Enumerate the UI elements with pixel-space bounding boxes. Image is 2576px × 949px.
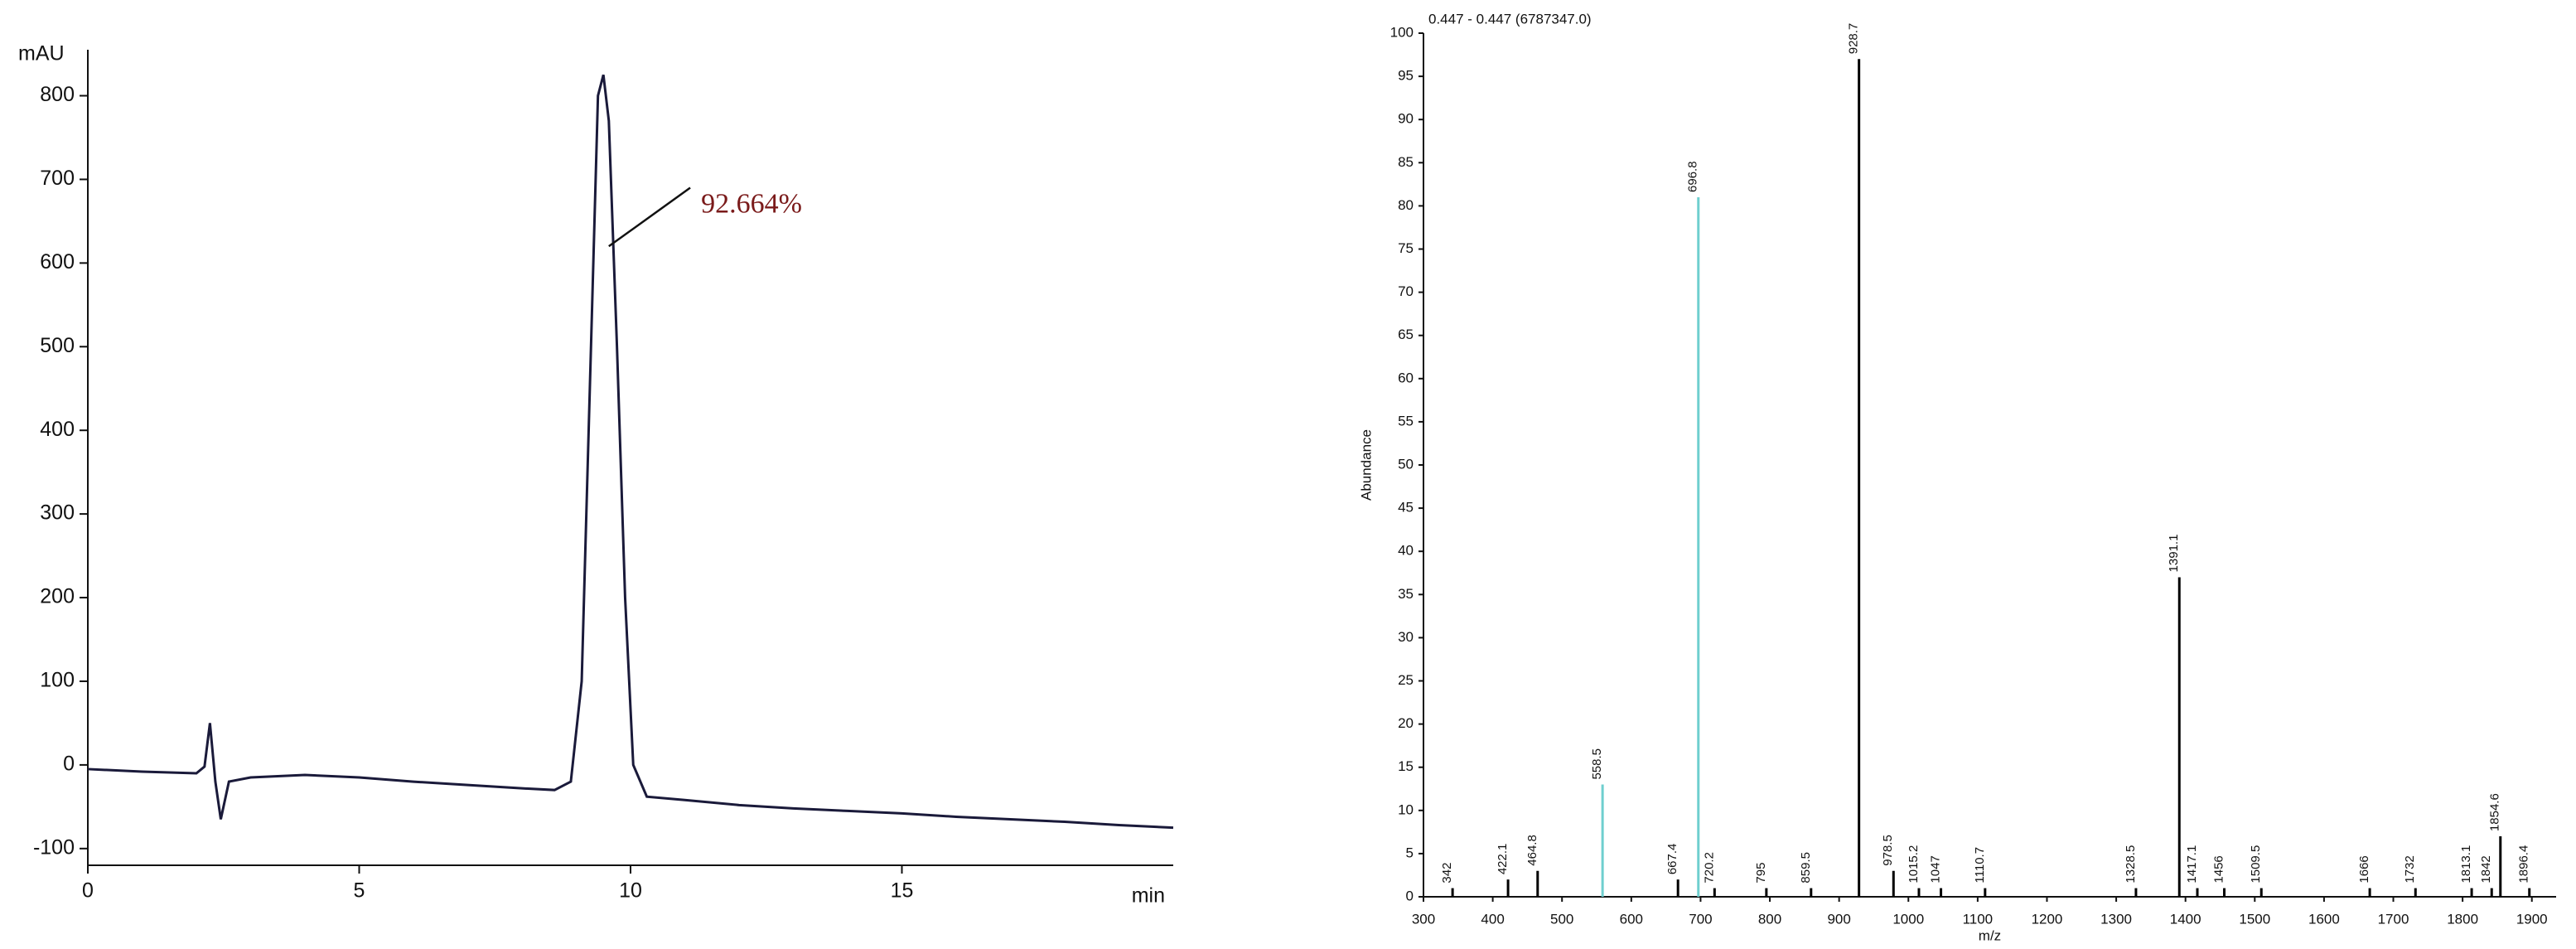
y-tick-label: 800	[40, 83, 75, 106]
y-tick-label: 100	[1390, 24, 1414, 40]
peak-label: 720.2	[1702, 852, 1716, 884]
y-tick-label: 0	[1406, 888, 1414, 903]
x-tick-label: 1100	[1963, 911, 1994, 927]
x-tick-label: 1200	[2032, 911, 2063, 927]
peak-label: 795	[1754, 863, 1768, 884]
y-tick-label: 25	[1398, 672, 1414, 688]
mass-spectrum: 0 5 10 15 20 25 30 35 40 45 50 55 60 65 70 75 80 85 90 95 10…	[1358, 11, 2556, 943]
x-axis-label: min	[1132, 884, 1165, 908]
x-tick-label: 15	[891, 879, 914, 903]
x-tick-label: 600	[1620, 911, 1643, 927]
x-tick-label: 1600	[2308, 911, 2340, 927]
peak-label: 696.8	[1686, 161, 1700, 192]
peak-label: 1456	[2211, 855, 2226, 883]
annotation: 92.664%	[701, 189, 802, 220]
y-tick-label: 95	[1398, 68, 1414, 84]
y-tick-label: 300	[40, 501, 75, 525]
x-tick-label: 500	[1550, 911, 1573, 927]
peak-label: 1509.5	[2249, 845, 2263, 884]
y-tick-label: 20	[1398, 715, 1414, 731]
y-tick-label: 700	[40, 167, 75, 190]
y-tick-label: 85	[1398, 154, 1414, 170]
peak-label: 1854.6	[2488, 793, 2502, 831]
x-tick-label: 1500	[2239, 911, 2270, 927]
y-tick-label: 75	[1398, 240, 1414, 256]
x-tick-label: 1400	[2170, 911, 2201, 927]
x-tick-label: 10	[619, 879, 642, 903]
y-tick-label: 40	[1398, 543, 1414, 559]
peak-label: 978.5	[1881, 835, 1895, 866]
peak-label: 464.8	[1525, 835, 1539, 866]
y-tick-label: 5	[1406, 845, 1414, 860]
y-tick-label: 50	[1398, 456, 1414, 472]
chromatogram-line	[87, 74, 1174, 830]
chromatogram: -100 0 100 200 300 400 500 600 700 800 0 5 10 15 mAU mi…	[18, 42, 1174, 908]
y-tick-label: 200	[40, 585, 75, 608]
peak-label: 1813.1	[2459, 845, 2473, 884]
y-tick-label: 100	[40, 669, 75, 692]
y-tick-label: -100	[33, 835, 75, 859]
x-tick-label: 800	[1758, 911, 1781, 927]
x-tick-label: 1300	[2100, 911, 2132, 927]
peak-label: 1047	[1929, 855, 1943, 883]
peak-label: 1110.7	[1973, 847, 1987, 884]
y-tick-label: 30	[1398, 629, 1414, 645]
y-tick-label: 65	[1398, 327, 1414, 342]
peak-label: 1732	[2403, 855, 2417, 883]
annotation-leader	[608, 186, 691, 248]
x-tick-label: 700	[1689, 911, 1712, 927]
peak-label: 1328.5	[2124, 845, 2138, 884]
x-tick-label: 1700	[2378, 911, 2409, 927]
y-tick-label: 80	[1398, 197, 1414, 213]
peak-label: 859.5	[1799, 852, 1813, 884]
x-tick-label: 1800	[2447, 911, 2478, 927]
x-tick-label: 1900	[2516, 911, 2548, 927]
peak-label: 558.5	[1590, 748, 1604, 780]
y-tick-label: 10	[1398, 801, 1414, 817]
peak-label: 1666	[2357, 855, 2371, 883]
peak-label: 1015.2	[1907, 845, 1921, 884]
x-tick-label: 400	[1481, 911, 1504, 927]
y-tick-label: 35	[1398, 586, 1414, 602]
peak-label: 667.4	[1665, 844, 1679, 875]
peak-label: 342	[1440, 863, 1454, 884]
x-tick-label: 0	[82, 879, 94, 903]
y-tick-label: 500	[40, 334, 75, 357]
y-tick-label: 600	[40, 250, 75, 274]
x-tick-label: 900	[1827, 911, 1850, 927]
y-tick-label: 70	[1398, 283, 1414, 299]
x-tick-label: 300	[1412, 911, 1435, 927]
y-tick-label: 55	[1398, 413, 1414, 429]
peak-label: 928.7	[1847, 23, 1861, 55]
peak-label: 1896.4	[2517, 845, 2531, 884]
chart-title: 0.447 - 0.447 (6787347.0)	[1428, 11, 1592, 27]
y-axis-label: Abundance	[1358, 429, 1374, 501]
y-tick-label: 90	[1398, 111, 1414, 127]
y-tick-label: 15	[1398, 758, 1414, 774]
peak-label: 1417.1	[2185, 845, 2199, 884]
y-tick-label: 400	[40, 418, 75, 441]
peak-label: 422.1	[1496, 844, 1510, 875]
y-axis-label: mAU	[18, 42, 65, 65]
y-tick-label: 60	[1398, 370, 1414, 385]
x-tick-label: 5	[354, 879, 365, 903]
x-tick-label: 1000	[1892, 911, 1924, 927]
x-axis-label: m/z	[1979, 927, 2001, 943]
peak-label: 1842	[2479, 855, 2493, 883]
y-tick-label: 45	[1398, 500, 1414, 516]
peak-label: 1391.1	[2167, 535, 2181, 573]
y-tick-label: 0	[63, 753, 75, 776]
